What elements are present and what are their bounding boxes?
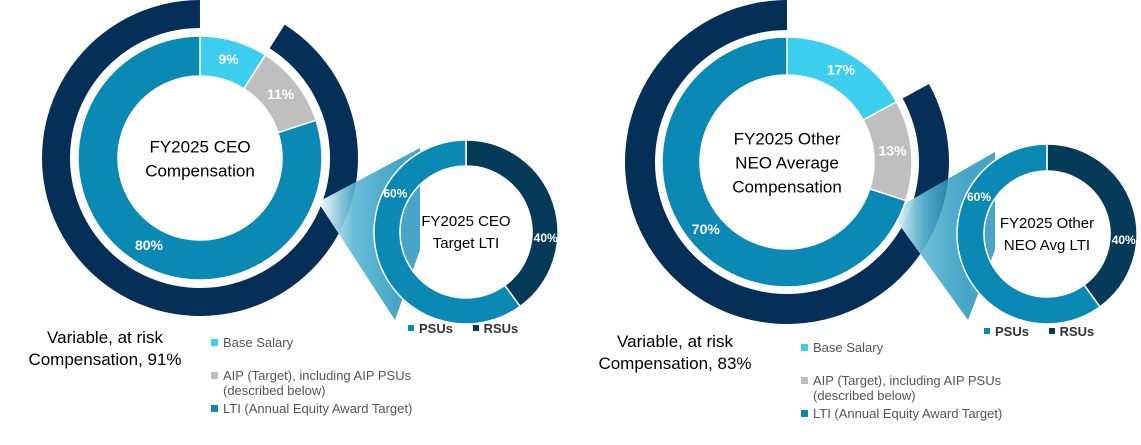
legend-label: (described below): [223, 383, 326, 398]
legend-label: Base Salary: [223, 335, 294, 350]
slice-lti: [77, 35, 323, 281]
aip-swatch: [211, 372, 218, 379]
legend-label: PSUs: [419, 321, 453, 336]
legend-label: RSUs: [1059, 324, 1095, 339]
legend-item-base-salary: Base Salary: [211, 335, 412, 350]
legend-label: PSUs: [995, 324, 1029, 339]
data-label-base-salary: 9%: [218, 51, 239, 67]
chart-title-line: FY2025 CEO: [149, 137, 250, 156]
lti-legend: PSUs RSUs: [408, 321, 534, 336]
data-label-lti: 70%: [692, 221, 721, 237]
legend-item-rsus: RSUs: [1048, 324, 1095, 339]
chart-title-line: Compensation: [732, 177, 842, 196]
compensation-legend: Base Salary AIP (Target), including AIP …: [801, 340, 1002, 421]
data-label-aip: 13%: [879, 143, 908, 159]
slice-lti: [661, 36, 907, 288]
data-label-aip: 11%: [267, 86, 295, 102]
aip-swatch: [801, 377, 808, 384]
slice-psus: [956, 143, 1101, 325]
slice-rsus: [1046, 143, 1138, 308]
legend-item-base-salary: Base Salary: [801, 340, 1002, 355]
variable-text-line: Compensation, 83%: [598, 354, 752, 373]
rsus-swatch: [472, 325, 479, 331]
neo-compensation-chart: 17% 13% 70% FY2025 Other NEO Average Compensa…: [624, 0, 1138, 325]
legend-label: AIP (Target), including AIP PSUs: [223, 368, 412, 383]
lti-title-line: Target LTI: [433, 235, 499, 252]
psus-swatch: [984, 328, 990, 334]
legend-label: Base Salary: [813, 340, 884, 355]
legend-item-psus: PSUs: [984, 324, 1029, 339]
lti-swatch: [211, 405, 218, 412]
chart-title-line: FY2025 Other: [734, 129, 841, 148]
data-label-rsus: 40%: [1112, 233, 1136, 247]
legend-item-aip: AIP (Target), including AIP PSUs (descri…: [801, 373, 1002, 403]
legend-label: (described below): [813, 388, 916, 403]
lti-swatch: [801, 410, 808, 417]
legend-label: LTI (Annual Equity Award Target): [223, 401, 413, 416]
data-label-psus: 60%: [967, 190, 991, 204]
chart-title-line: NEO Average: [735, 153, 839, 172]
legend-item-aip: AIP (Target), including AIP PSUs (descri…: [211, 368, 412, 398]
lti-title-line: FY2025 Other: [1000, 215, 1094, 232]
variable-text-line: Variable, at risk: [47, 328, 163, 347]
slice-base-salary: [786, 36, 898, 122]
base-salary-swatch: [801, 344, 808, 351]
data-label-rsus: 40%: [534, 231, 558, 245]
rsus-swatch: [1048, 328, 1055, 334]
variable-at-risk-text: Variable, at risk Compensation, 83%: [570, 331, 780, 375]
lti-title-line: NEO Avg LTI: [1004, 237, 1090, 254]
variable-text-line: Variable, at risk: [617, 332, 733, 351]
data-label-lti: 80%: [135, 237, 164, 253]
ceo-compensation-chart: 9% 11% 80% FY2025 CEO Compensation 40% 60% FY20…: [42, 0, 559, 325]
compensation-legend: Base Salary AIP (Target), including AIP …: [211, 335, 412, 416]
data-label-psus: 60%: [383, 187, 407, 201]
lti-title-line: FY2025 CEO: [421, 213, 510, 230]
legend-label: LTI (Annual Equity Award Target): [813, 406, 1003, 421]
chart-title-line: Compensation: [145, 161, 255, 180]
base-salary-swatch: [211, 339, 218, 346]
legend-label: RSUs: [483, 321, 519, 336]
legend-item-psus: PSUs: [408, 321, 453, 336]
legend-item-lti: LTI (Annual Equity Award Target): [801, 406, 1002, 421]
variable-text-line: Compensation, 91%: [28, 350, 182, 369]
legend-label: AIP (Target), including AIP PSUs: [813, 373, 1002, 388]
lti-legend: PSUs RSUs: [984, 324, 1110, 339]
data-label-base-salary: 17%: [827, 61, 856, 77]
legend-item-rsus: RSUs: [472, 321, 519, 336]
psus-swatch: [408, 325, 414, 331]
variable-at-risk-text: Variable, at risk Compensation, 91%: [0, 327, 210, 371]
legend-item-lti: LTI (Annual Equity Award Target): [211, 401, 412, 416]
slice-psus: [373, 139, 522, 325]
